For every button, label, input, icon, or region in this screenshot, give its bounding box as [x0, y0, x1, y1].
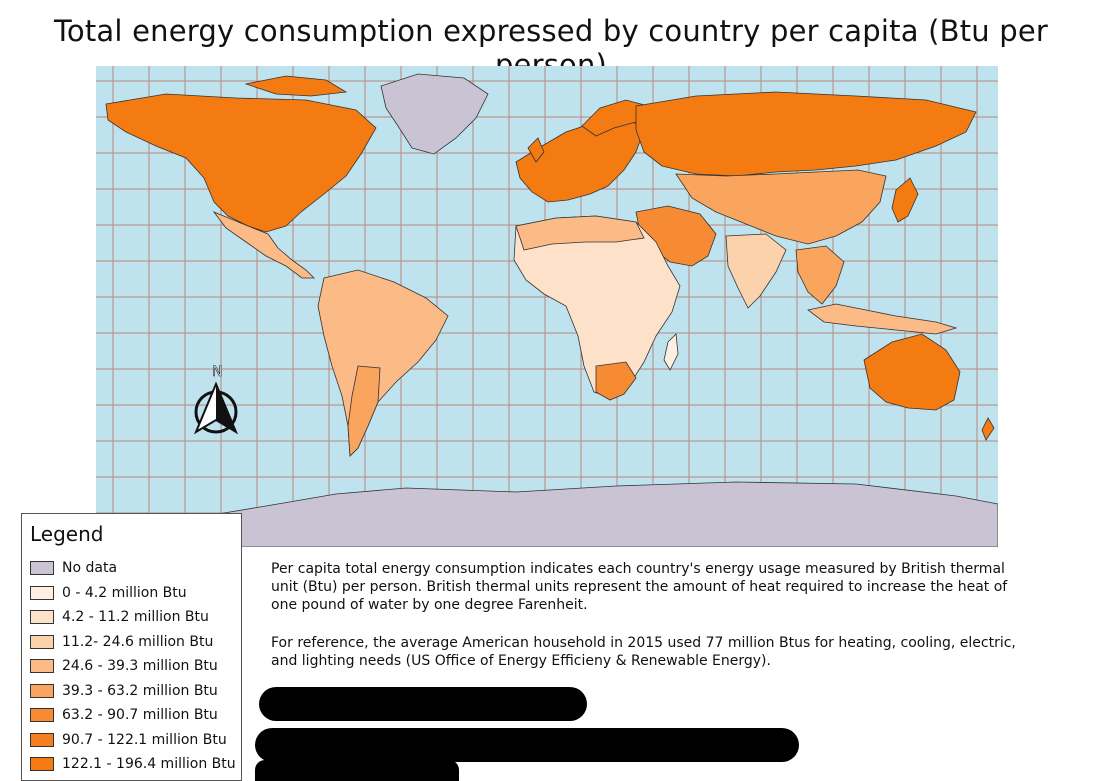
legend-label: 90.7 - 122.1 million Btu [62, 731, 227, 748]
legend-item: 4.2 - 11.2 million Btu [30, 606, 209, 628]
legend-title: Legend [30, 522, 104, 546]
north-arrow: N [193, 364, 239, 435]
legend-item: 24.6 - 39.3 million Btu [30, 655, 218, 677]
southeast-asia [795, 245, 845, 305]
redaction-bar-2 [255, 728, 799, 762]
uk [527, 137, 545, 163]
australia [863, 333, 961, 411]
argentina [347, 365, 381, 457]
legend-swatch [30, 708, 54, 722]
legend-item: 39.3 - 63.2 million Btu [30, 680, 218, 702]
redaction-bar-1 [259, 687, 587, 721]
legend-swatch [30, 757, 54, 771]
indonesia [807, 303, 958, 335]
madagascar [663, 333, 679, 371]
legend-item: 11.2- 24.6 million Btu [30, 631, 213, 653]
legend-label: 122.1 - 196.4 million Btu [62, 756, 236, 772]
north-arrow-fill [216, 384, 236, 432]
legend-swatch [30, 561, 54, 575]
legend-swatch [30, 585, 54, 600]
legend: Legend No data 0 - 4.2 million Btu 4.2 - 1… [21, 513, 242, 781]
legend-label: 4.2 - 11.2 million Btu [62, 609, 209, 625]
greenland [380, 73, 489, 155]
russia [635, 91, 977, 177]
europe [515, 115, 645, 203]
map-title: Total energy consumption expressed by co… [53, 14, 1049, 82]
legend-label: 11.2- 24.6 million Btu [62, 633, 214, 650]
legend-swatch [30, 634, 54, 649]
legend-item: No data [30, 557, 117, 579]
mexico [212, 211, 315, 279]
japan [891, 177, 919, 223]
legend-label: 24.6 - 39.3 million Btu [62, 658, 218, 674]
legend-label: 63.2 - 90.7 million Btu [62, 707, 218, 723]
south-africa [595, 361, 637, 401]
central-asia [675, 169, 887, 245]
legend-swatch [30, 683, 54, 698]
description: Per capita total energy consumption indi… [271, 560, 1031, 690]
redaction-bar-3 [255, 760, 459, 781]
north-america [105, 93, 377, 233]
legend-swatch [30, 610, 54, 624]
new-zealand [981, 417, 995, 441]
legend-item: 0 - 4.2 million Btu [30, 582, 187, 604]
legend-swatch [30, 659, 54, 673]
legend-swatch [30, 732, 54, 747]
legend-item: 122.1 - 196.4 million Btu [30, 753, 236, 775]
antarctica [96, 481, 998, 547]
legend-label: No data [62, 560, 118, 576]
africa [513, 215, 681, 399]
legend-label: 0 - 4.2 million Btu [62, 584, 187, 601]
legend-item: 90.7 - 122.1 million Btu [30, 729, 227, 751]
legend-item: 63.2 - 90.7 million Btu [30, 704, 218, 726]
north-arrow-label: N [212, 364, 222, 380]
north-africa [515, 215, 645, 251]
canada-islands [244, 75, 348, 97]
description-paragraph-1: Per capita total energy consumption indi… [271, 561, 1008, 613]
legend-label: 39.3 - 63.2 million Btu [62, 682, 218, 699]
description-paragraph-2: For reference, the average American hous… [271, 635, 1016, 669]
world-map: N [96, 66, 998, 547]
india [725, 233, 787, 309]
